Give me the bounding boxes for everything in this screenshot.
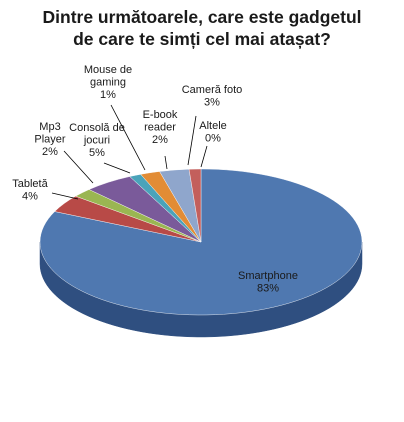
chart-title-line-1: Dintre următoarele, care este gadgetul xyxy=(42,7,362,27)
data-label-category-4: Mouse de xyxy=(84,64,132,76)
pie-slice-7 xyxy=(188,168,202,243)
data-label-percent-7: 0% xyxy=(205,133,221,145)
pie-top-faces xyxy=(39,168,363,316)
data-label-percent-1: 4% xyxy=(22,191,38,203)
data-label-category-6: Cameră foto xyxy=(182,84,243,96)
data-label-category-2: Mp3 xyxy=(39,121,60,133)
leader-line-7 xyxy=(200,145,208,168)
data-label-percent-0: 83% xyxy=(257,283,279,295)
data-label-category-3: jocuri xyxy=(83,135,110,147)
leader-line-2 xyxy=(63,150,94,184)
data-label-category-7: Altele xyxy=(199,120,227,132)
data-label-category-2: Player xyxy=(34,134,66,146)
chart-title-line-2: de care te simți cel mai atașat? xyxy=(73,29,331,49)
leader-line-3 xyxy=(103,162,131,174)
pie-labels: Smartphone83%Tabletă4%Mp3Player2%Consolă… xyxy=(12,64,298,295)
data-label-category-3: Consolă de xyxy=(69,122,125,134)
data-label-percent-5: 2% xyxy=(152,134,168,146)
chart-title: Dintre următoarele, care este gadgetul d… xyxy=(0,6,404,50)
data-label-category-5: E-book xyxy=(143,109,178,121)
leader-line-4 xyxy=(110,104,146,171)
leader-line-6 xyxy=(187,115,197,166)
leader-line-1 xyxy=(51,192,79,200)
data-label-percent-3: 5% xyxy=(89,147,105,159)
data-label-percent-4: 1% xyxy=(100,89,116,101)
data-label-category-4: gaming xyxy=(90,77,126,89)
data-label-category-0: Smartphone xyxy=(238,270,298,282)
data-label-category-1: Tabletă xyxy=(12,178,48,190)
data-label-category-5: reader xyxy=(144,122,176,134)
data-label-percent-6: 3% xyxy=(204,97,220,109)
data-label-percent-2: 2% xyxy=(42,146,58,158)
leader-line-5 xyxy=(164,155,168,170)
